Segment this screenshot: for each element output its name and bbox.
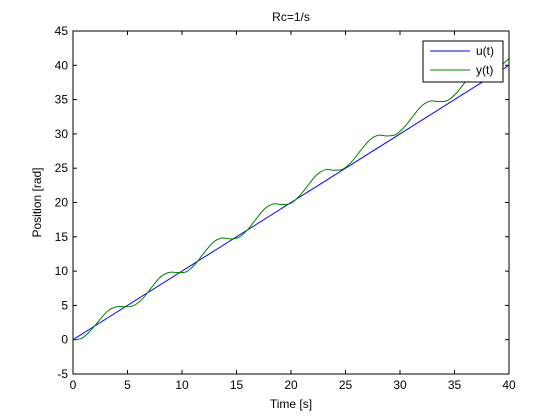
x-tick-label: 40 bbox=[502, 378, 516, 392]
y-tick-label: 20 bbox=[55, 196, 69, 210]
series-line-y bbox=[73, 58, 509, 341]
y-tick-label: 15 bbox=[55, 230, 69, 244]
series-layer bbox=[73, 58, 509, 341]
y-tick-label: -5 bbox=[57, 367, 68, 381]
series-line-u bbox=[73, 64, 509, 341]
x-tick-label: 25 bbox=[339, 378, 353, 392]
x-tick-label: 20 bbox=[284, 378, 298, 392]
y-tick-label: 45 bbox=[55, 24, 69, 38]
x-tick-label: 0 bbox=[70, 378, 77, 392]
x-axis-ticks: 0 5 10 15 20 25 30 35 40 bbox=[70, 31, 516, 392]
y-tick-label: 10 bbox=[55, 264, 69, 278]
y-axis-ticks: -5 0 5 10 15 20 25 30 35 40 45 bbox=[55, 24, 509, 381]
x-tick-label: 30 bbox=[393, 378, 407, 392]
legend-label-u: u(t) bbox=[476, 44, 494, 58]
x-tick-label: 10 bbox=[175, 378, 189, 392]
y-axis-label: Position [rad] bbox=[30, 167, 44, 237]
y-tick-label: 25 bbox=[55, 161, 69, 175]
x-axis-label: Time [s] bbox=[270, 397, 312, 411]
legend-label-y: y(t) bbox=[476, 63, 493, 77]
y-tick-label: 30 bbox=[55, 127, 69, 141]
plot-frame bbox=[72, 30, 510, 375]
y-tick-label: 35 bbox=[55, 93, 69, 107]
y-tick-label: 5 bbox=[61, 298, 68, 312]
legend: u(t) y(t) bbox=[422, 40, 504, 83]
chart-title: Rc=1/s bbox=[272, 10, 310, 24]
x-tick-label: 15 bbox=[230, 378, 244, 392]
x-tick-label: 5 bbox=[124, 378, 131, 392]
x-tick-label: 35 bbox=[448, 378, 462, 392]
y-tick-label: 0 bbox=[61, 333, 68, 347]
legend-box bbox=[422, 40, 504, 83]
y-tick-label: 40 bbox=[55, 58, 69, 72]
